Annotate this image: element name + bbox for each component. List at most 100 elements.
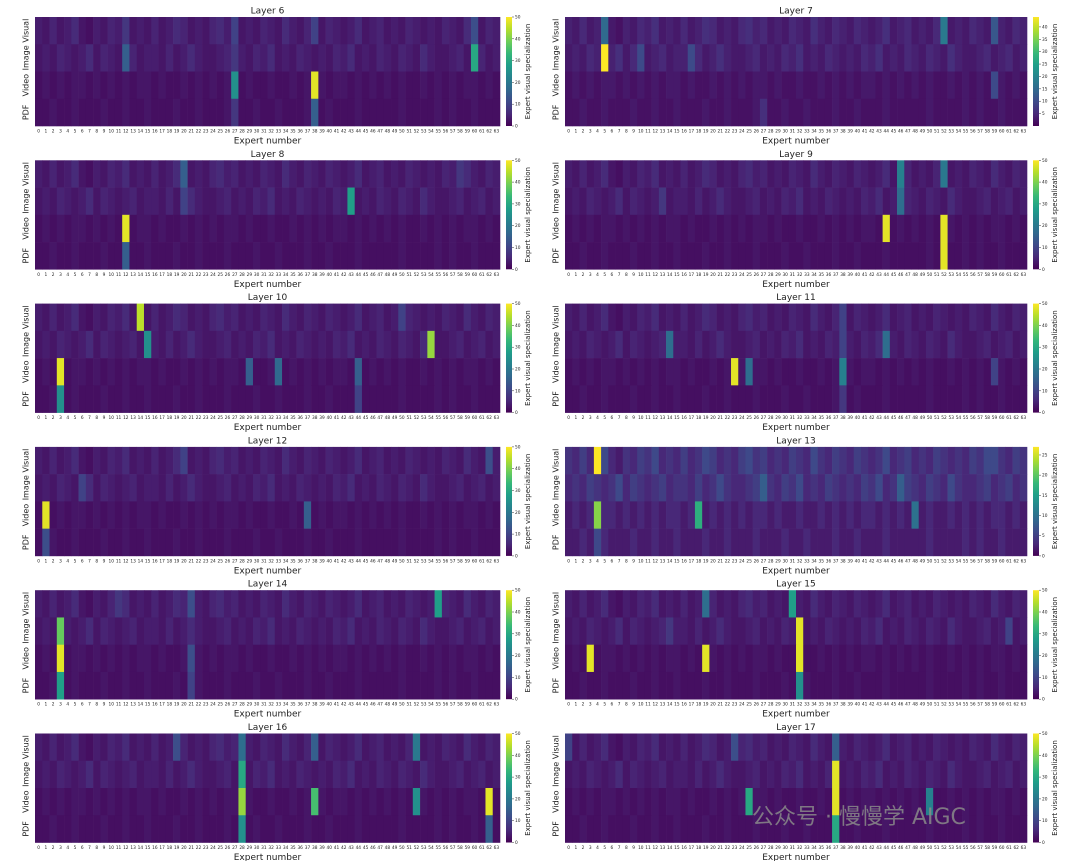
heat-cell: [998, 17, 1006, 45]
heat-cell: [93, 644, 101, 673]
heat-cell: [615, 214, 624, 243]
x-tick-label: 29: [247, 415, 253, 421]
heat-cell: [615, 671, 624, 700]
heat-cell: [93, 385, 101, 413]
x-tick-label: 63: [494, 558, 500, 564]
heat-cell: [274, 590, 283, 618]
x-tick-label: 20: [181, 702, 187, 708]
heat-cell: [412, 733, 421, 762]
heat-cell: [651, 214, 660, 243]
heat-cell: [245, 446, 254, 475]
heat-cell: [947, 17, 956, 45]
heat-cell: [376, 242, 385, 270]
heat-cell: [947, 760, 956, 789]
heat-cell: [223, 671, 232, 700]
x-tick-label: 43: [348, 845, 354, 851]
heat-cell: [463, 71, 472, 100]
heat-cell: [194, 617, 203, 645]
heat-cell: [391, 17, 399, 45]
heat-cell: [180, 671, 188, 700]
heat-cell: [572, 617, 580, 645]
heat-cell: [824, 242, 833, 270]
heat-cell: [449, 590, 457, 618]
heat-cell: [774, 815, 782, 843]
x-tick-label: 22: [725, 272, 731, 278]
heat-cell: [223, 617, 232, 645]
heat-cell: [238, 358, 247, 386]
heat-cell: [173, 644, 181, 673]
x-tick-label: 55: [963, 558, 969, 564]
x-tick-label: 57: [450, 272, 456, 278]
heat-cell: [456, 474, 464, 502]
heat-cell: [759, 760, 768, 789]
heat-cell: [759, 788, 768, 816]
heat-cell: [325, 98, 334, 127]
x-tick-label: 8: [95, 558, 98, 564]
heat-cell: [456, 788, 464, 816]
colorbar-label: Expert visual specialization: [524, 310, 532, 406]
heat-cell: [680, 474, 689, 502]
heat-cell: [1012, 358, 1021, 386]
heat-cell: [49, 644, 58, 673]
heat-cell: [752, 788, 761, 816]
x-tick-label: 39: [847, 702, 853, 708]
x-tick-label: 56: [970, 272, 976, 278]
x-tick-label: 60: [999, 702, 1005, 708]
heat-cell: [412, 98, 421, 127]
heat-cell: [100, 187, 108, 216]
heat-cell: [817, 528, 826, 557]
x-tick-label: 37: [833, 702, 839, 708]
heat-cell: [889, 71, 898, 100]
heat-cell: [267, 44, 276, 72]
heat-cell: [976, 330, 984, 359]
heat-cell: [492, 44, 501, 72]
heat-cell: [332, 214, 341, 243]
heat-cell: [129, 474, 138, 502]
heat-cell: [129, 160, 138, 188]
heat-cell: [738, 330, 746, 359]
x-tick-label: 23: [203, 415, 209, 421]
heat-cell: [383, 617, 392, 645]
heat-cell: [209, 760, 217, 789]
heat-cell: [122, 242, 130, 270]
x-tick-label: 25: [746, 702, 752, 708]
heat-cell: [340, 788, 348, 816]
heat-cell: [745, 590, 753, 618]
x-tick-label: 19: [703, 129, 709, 135]
heat-cell: [267, 303, 276, 332]
heat-cell: [165, 815, 174, 843]
heat-cell: [85, 590, 94, 618]
heat-cell: [478, 644, 486, 673]
x-tick-label: 28: [239, 415, 245, 421]
heat-cell: [332, 788, 341, 816]
heat-cell: [267, 242, 276, 270]
x-tick-label: 48: [912, 702, 918, 708]
heat-cell: [383, 671, 392, 700]
heat-cell: [983, 474, 992, 502]
heat-cell: [593, 644, 602, 673]
heat-cell: [933, 242, 941, 270]
heat-cell: [485, 330, 494, 359]
heat-cell: [71, 242, 79, 270]
heat-cell: [687, 617, 696, 645]
heat-cell: [412, 760, 421, 789]
heat-cell: [658, 528, 667, 557]
heat-cell: [180, 330, 188, 359]
heat-cell: [572, 590, 580, 618]
heat-cell: [579, 303, 587, 332]
heat-cell: [658, 214, 667, 243]
heat-cell: [463, 98, 472, 127]
heat-cell: [918, 501, 927, 529]
heat-cell: [282, 160, 290, 188]
heat-cell: [608, 242, 616, 270]
heat-cell: [369, 242, 377, 270]
colorbar-tick-label: 30: [1042, 631, 1048, 637]
heat-cell: [774, 590, 782, 618]
heat-cell: [85, 446, 94, 475]
colorbar-tick-label: 20: [1042, 367, 1048, 373]
heat-cell: [492, 330, 501, 359]
heat-cell: [289, 501, 297, 529]
heat-cell: [478, 760, 486, 789]
heat-cell: [983, 385, 992, 413]
